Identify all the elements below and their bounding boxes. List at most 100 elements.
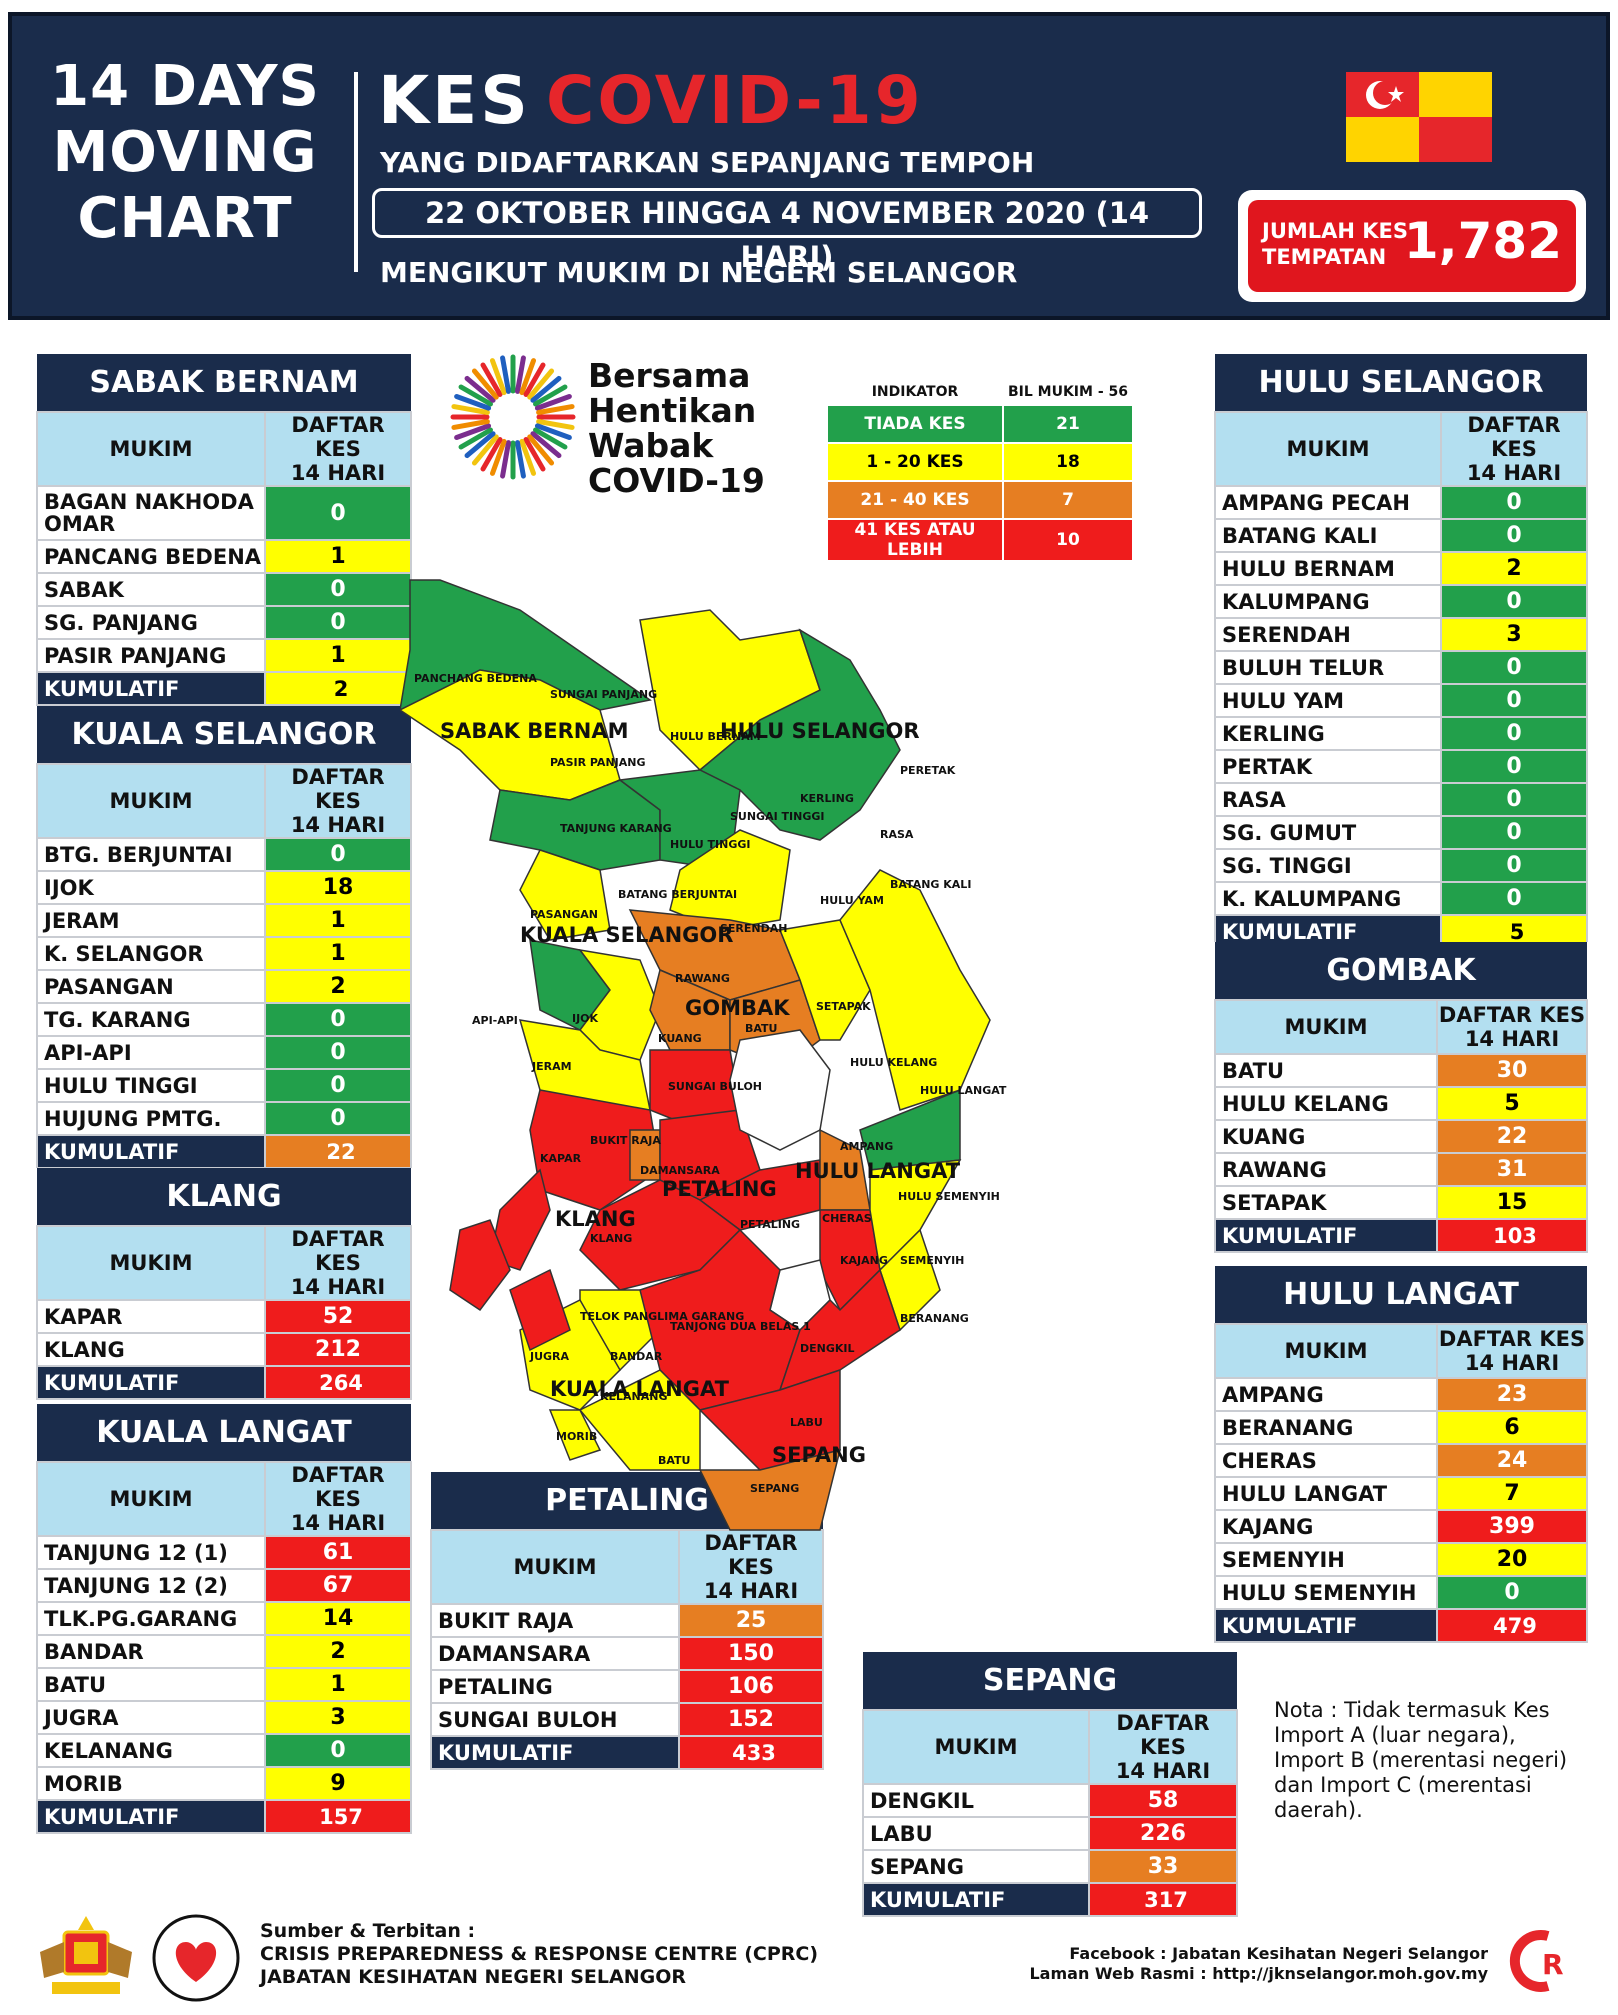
map-mukim-label: BANDAR xyxy=(610,1350,663,1363)
facebook-link[interactable]: Facebook : Jabatan Kesihatan Negeri Sela… xyxy=(1069,1944,1488,1963)
case-count: 15 xyxy=(1436,1185,1588,1220)
mukim-name: IJOK xyxy=(36,870,266,905)
case-count: 24 xyxy=(1436,1443,1588,1478)
kumulatif-value: 2 xyxy=(264,671,412,706)
case-count: 1 xyxy=(264,539,412,574)
map-mukim-label: HULU KELANG xyxy=(850,1056,937,1069)
logo-ray xyxy=(523,362,546,397)
footer-line-3: JABATAN KESIHATAN NEGERI SELANGOR xyxy=(260,1966,687,1988)
map-label-gombak: GOMBAK xyxy=(685,996,790,1020)
mukim-name: HULU TINGGI xyxy=(36,1068,266,1103)
district-title: KUALA SELANGOR xyxy=(37,706,411,764)
table-row: JUGRA 3 xyxy=(36,1700,412,1735)
logo-ray xyxy=(500,355,511,394)
table-row: HULU KELANG 5 xyxy=(1214,1086,1588,1121)
jumlah-kes-box: JUMLAH KES TEMPATAN 1,782 xyxy=(1238,190,1586,302)
case-count: 6 xyxy=(1436,1410,1588,1445)
bil-mukim-header: BIL MUKIM - 56 xyxy=(1002,378,1134,406)
col-daftar-line-1: DAFTAR KES xyxy=(291,1227,385,1275)
mukim-name: TLK.PG.GARANG xyxy=(36,1601,266,1636)
case-count: 0 xyxy=(1436,1575,1588,1610)
map-mukim-label: KAPAR xyxy=(540,1152,582,1165)
map-label-hulu-selangor: HULU SELANGOR xyxy=(720,719,920,743)
case-count: 5 xyxy=(1436,1086,1588,1121)
kumulatif-row: KUMULATIF 317 xyxy=(862,1882,1238,1917)
district-title: HULU LANGAT xyxy=(1215,1266,1587,1324)
map-label-kuala-selangor: KUALA SELANGOR xyxy=(520,923,733,947)
mukim-name: BANDAR xyxy=(36,1634,266,1669)
case-count: 0 xyxy=(1440,683,1588,718)
district-title: SEPANG xyxy=(863,1652,1237,1710)
case-count: 0 xyxy=(1440,518,1588,553)
map-mukim-label: IJOK xyxy=(572,1012,599,1025)
table-row: HUJUNG PMTG. 0 xyxy=(36,1101,412,1136)
table-row: SG. PANJANG 0 xyxy=(36,605,412,640)
logo-ray xyxy=(451,419,490,430)
col-daftar-line-1: DAFTAR KES xyxy=(291,765,385,813)
table-row: PASIR PANJANG 1 xyxy=(36,638,412,673)
col-daftar-header: DAFTAR KES 14 HARI xyxy=(678,1529,824,1605)
logo-ray xyxy=(471,368,499,400)
map-mukim-label: TELOK PANGLIMA GARANG xyxy=(580,1310,744,1323)
map-label-petaling: PETALING xyxy=(662,1177,777,1201)
mukim-name: KERLING xyxy=(1214,716,1442,751)
table-row: K. SELANGOR 1 xyxy=(36,936,412,971)
table-row: PETALING 106 xyxy=(430,1669,824,1704)
map-mukim-label: KUANG xyxy=(658,1032,702,1045)
mukim-name: SABAK xyxy=(36,572,266,607)
jumlah-label: JUMLAH KES TEMPATAN xyxy=(1262,218,1408,270)
col-daftar-line-2: 14 HARI xyxy=(703,1579,799,1603)
logo-ray xyxy=(471,434,499,466)
case-count: 1 xyxy=(264,936,412,971)
mukim-name: SG. PANJANG xyxy=(36,605,266,640)
legend-label: 41 KES ATAU LEBIH xyxy=(826,518,1004,562)
map-mukim-label: DENGKIL xyxy=(800,1342,855,1355)
mukim-name: MORIB xyxy=(36,1766,266,1801)
col-daftar-header: DAFTAR KES 14 HARI xyxy=(1436,999,1588,1055)
map-mukim-label: HULU SEMENYIH xyxy=(898,1190,1000,1203)
col-daftar-header: DAFTAR KES 14 HARI xyxy=(264,1461,412,1537)
case-count: 0 xyxy=(264,1101,412,1136)
case-count: 20 xyxy=(1436,1542,1588,1577)
case-count: 3 xyxy=(264,1700,412,1735)
map-mukim-label: HULU TINGGI xyxy=(670,838,750,851)
mukim-name: BULUH TELUR xyxy=(1214,650,1442,685)
table-row: BATU 30 xyxy=(1214,1053,1588,1088)
case-count: 0 xyxy=(264,572,412,607)
mukim-name: API-API xyxy=(36,1035,266,1070)
mukim-name: RAWANG xyxy=(1214,1152,1438,1187)
mukim-name: BAGAN NAKHODA OMAR xyxy=(36,485,266,541)
kumulatif-label: KUMULATIF xyxy=(1214,1608,1438,1643)
case-count: 0 xyxy=(1440,782,1588,817)
header-divider xyxy=(354,72,358,272)
map-mukim-label: CHERAS xyxy=(822,1212,872,1225)
website-link[interactable]: Laman Web Rasmi : http://jknselangor.moh… xyxy=(1029,1964,1488,1983)
kumulatif-value: 157 xyxy=(264,1799,412,1834)
mukim-name: DENGKIL xyxy=(862,1783,1090,1818)
case-count: 0 xyxy=(264,1733,412,1768)
case-count: 212 xyxy=(264,1332,412,1367)
table-row: AMPANG PECAH 0 xyxy=(1214,485,1588,520)
table-row: TANJUNG 12 (2) 67 xyxy=(36,1568,412,1603)
mukim-name: KLANG xyxy=(36,1332,266,1367)
col-daftar-header: DAFTAR KES 14 HARI xyxy=(264,1225,412,1301)
legend-count: 7 xyxy=(1002,480,1134,520)
district-title: KLANG xyxy=(37,1168,411,1226)
kumulatif-value: 433 xyxy=(678,1735,824,1770)
kumulatif-row: KUMULATIF 433 xyxy=(430,1735,824,1770)
district-title: SABAK BERNAM xyxy=(37,354,411,412)
island-indah xyxy=(449,1219,511,1312)
case-count: 106 xyxy=(678,1669,824,1704)
mukim-name: SEMENYIH xyxy=(1214,1542,1438,1577)
map-mukim-label: BATANG KALI xyxy=(890,878,971,891)
legend-label: TIADA KES xyxy=(826,404,1004,444)
campaign-line-2: Hentikan xyxy=(588,391,757,430)
moving-chart-title: 14 DAYS MOVING CHART xyxy=(26,54,344,252)
jumlah-label-1: JUMLAH KES xyxy=(1262,219,1409,243)
legend-count: 21 xyxy=(1002,404,1134,444)
mukim-name: KALUMPANG xyxy=(1214,584,1442,619)
map-mukim-label: JUGRA xyxy=(529,1350,570,1363)
col-daftar-line-2: 14 HARI xyxy=(290,1511,386,1535)
logo-ray xyxy=(454,393,492,411)
logo-ray xyxy=(464,431,496,459)
